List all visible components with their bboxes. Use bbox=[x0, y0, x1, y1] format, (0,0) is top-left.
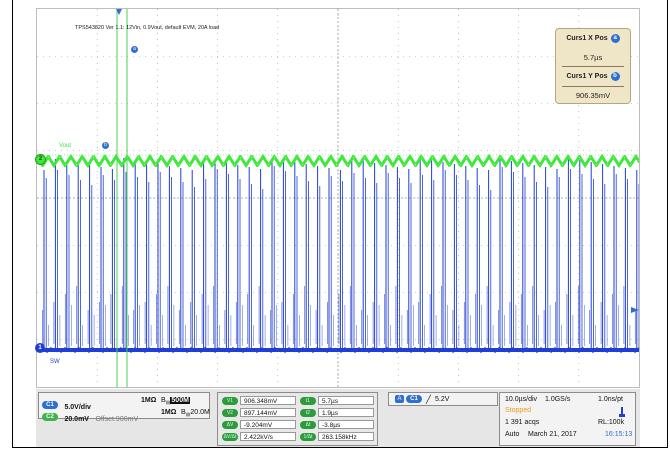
measurement-tag-right: 1/Δt bbox=[300, 432, 316, 441]
cursor-y-label-row: Curs1 Y Pos b bbox=[556, 67, 630, 86]
measurement-tag-left: V1 bbox=[222, 396, 238, 405]
ch1-waveform bbox=[37, 158, 639, 354]
bw-prefix: B bbox=[181, 409, 186, 416]
measurement-value-right: 5.7µs bbox=[318, 396, 374, 405]
measurement-tag-right: t2 bbox=[300, 408, 316, 417]
time-resolution: 1.0ns/pt bbox=[598, 396, 623, 403]
measurement-value-left: 897.144mV bbox=[240, 408, 296, 417]
cursor-x-label: Curs1 X Pos bbox=[566, 35, 608, 42]
trigger-level-marker[interactable] bbox=[631, 307, 639, 313]
ch2-waveform bbox=[37, 153, 639, 169]
trigger-slope-icon: ╱ bbox=[426, 395, 431, 404]
measurement-tag-left: ΔV/Δt bbox=[222, 432, 238, 441]
channel-2-scale: 20.0mV bbox=[64, 416, 89, 423]
ch2-trace bbox=[37, 156, 639, 169]
ch2-marker[interactable]: 2 bbox=[35, 154, 46, 165]
scope-display[interactable]: TPS543820 Ver 1.1: 12Vin, 0.9Vout, defau… bbox=[36, 8, 640, 388]
cursor-readout-panel[interactable]: Curs1 X Pos a 5.7µs Curs1 Y Pos b 906.35mV bbox=[555, 28, 631, 104]
channel-1-bandwidth: BW500M bbox=[161, 397, 190, 406]
capture-time: 16:15:13 bbox=[605, 431, 633, 438]
cursor-x-value: 5.7µs bbox=[583, 53, 603, 62]
channel-1-impedance: 1MΩ bbox=[141, 397, 157, 404]
measurement-value-right: 263.158kHz bbox=[318, 432, 374, 441]
ch1-marker-label: 1 bbox=[38, 345, 42, 351]
measurement-value-left: 2.422kV/s bbox=[240, 432, 296, 441]
measurement-value-right: 1.9µs bbox=[318, 408, 374, 417]
bw-prefix: B bbox=[161, 397, 166, 404]
trigger-position-marker[interactable] bbox=[116, 9, 122, 15]
trigger-level: 5.2V bbox=[435, 396, 450, 403]
scope-title-annotation: TPS543820 Ver 1.1: 12Vin, 0.9Vout, defau… bbox=[75, 25, 220, 31]
ch1-marker[interactable]: 1 bbox=[35, 343, 45, 353]
cursor-divider bbox=[562, 86, 624, 87]
capture-date: March 21, 2017 bbox=[528, 431, 577, 438]
measurement-tag-right: t1 bbox=[300, 396, 316, 405]
status-bar: C1 5.0V/div 1MΩ BW500M C2 20.0mV Offset:… bbox=[36, 389, 640, 447]
cursor-x-badge: a bbox=[610, 33, 620, 43]
cursor-a-badge-label: a bbox=[133, 46, 136, 52]
channel-1-settings[interactable]: C1 5.0V/div bbox=[42, 396, 91, 414]
cursor-b-badge[interactable]: b bbox=[102, 142, 109, 149]
ch2-trace bbox=[37, 153, 639, 166]
measurement-tag-left: ΔV bbox=[222, 420, 238, 429]
channel-1-bw-value: 500M bbox=[170, 397, 190, 404]
cursor-x-value-row: 5.7µs bbox=[556, 48, 630, 67]
cursor-b-badge-label: b bbox=[104, 142, 107, 148]
bw-sub: W bbox=[165, 400, 171, 407]
timebase-panel[interactable]: 10.0µs/div 1.0GS/s 1.0ns/pt Stopped 1 39… bbox=[499, 392, 636, 446]
measurement-value-left: 906.348mV bbox=[240, 396, 296, 405]
channel-2-bandwidth: BW20.0M bbox=[181, 409, 210, 418]
cursor-y-label: Curs1 Y Pos bbox=[566, 73, 608, 80]
measurement-value-left: -9.204mV bbox=[240, 420, 296, 429]
measurement-tag-left: V2 bbox=[222, 408, 238, 417]
acquisition-state-icon bbox=[621, 407, 623, 414]
channel-1-scale: 5.0V/div bbox=[64, 404, 91, 411]
acquisition-count: 1 391 acqs bbox=[505, 419, 540, 426]
channel-2-offset: Offset:900mV bbox=[95, 416, 139, 423]
channel-2-badge[interactable]: C2 bbox=[42, 412, 58, 421]
cursor-y-value: 906.35mV bbox=[575, 91, 611, 100]
sample-rate: 1.0GS/s bbox=[545, 396, 571, 403]
channel-1-badge[interactable]: C1 bbox=[42, 400, 58, 409]
acquisition-status: Stopped bbox=[505, 407, 532, 414]
cursor-x-label-row: Curs1 X Pos a bbox=[556, 29, 630, 48]
measurement-value-right: -3.8µs bbox=[318, 420, 374, 429]
sw-label: SW bbox=[50, 359, 60, 365]
channel-2-impedance: 1MΩ bbox=[161, 409, 177, 416]
cursor-divider bbox=[562, 66, 624, 67]
cursor-y-badge: b bbox=[610, 71, 620, 81]
cursor-a-badge[interactable]: a bbox=[131, 46, 138, 53]
bw-sub: W bbox=[185, 412, 191, 419]
channel-settings-panel[interactable]: C1 5.0V/div 1MΩ BW500M C2 20.0mV Offset:… bbox=[38, 392, 210, 423]
acquisition-state-icon-dot bbox=[619, 414, 625, 417]
waveform-area[interactable] bbox=[37, 9, 639, 387]
vout-label: Vout bbox=[59, 143, 72, 149]
measurement-panel[interactable]: V1 906.348mV V2 897.144mV ΔV -9.204mV ΔV/Δt 2.4… bbox=[217, 392, 378, 446]
trigger-panel[interactable]: A C1 ╱ 5.2V bbox=[388, 392, 498, 406]
horizontal-scale: 10.0µs/div bbox=[505, 396, 538, 403]
trigger-acq-mode: Auto bbox=[505, 431, 520, 438]
channel-2-bw-value: 20.0M bbox=[190, 409, 210, 416]
cursor-y-value-row: 906.35mV bbox=[556, 86, 630, 105]
measurement-tag-right: Δt bbox=[300, 420, 316, 429]
channel-2-settings[interactable]: C2 20.0mV Offset:900mV bbox=[42, 408, 138, 426]
ch2-marker-label: 2 bbox=[38, 156, 43, 162]
trigger-source-badge[interactable]: C1 bbox=[406, 395, 422, 403]
record-length: RL:100k bbox=[598, 419, 625, 426]
trigger-mode-badge[interactable]: A bbox=[395, 395, 404, 403]
